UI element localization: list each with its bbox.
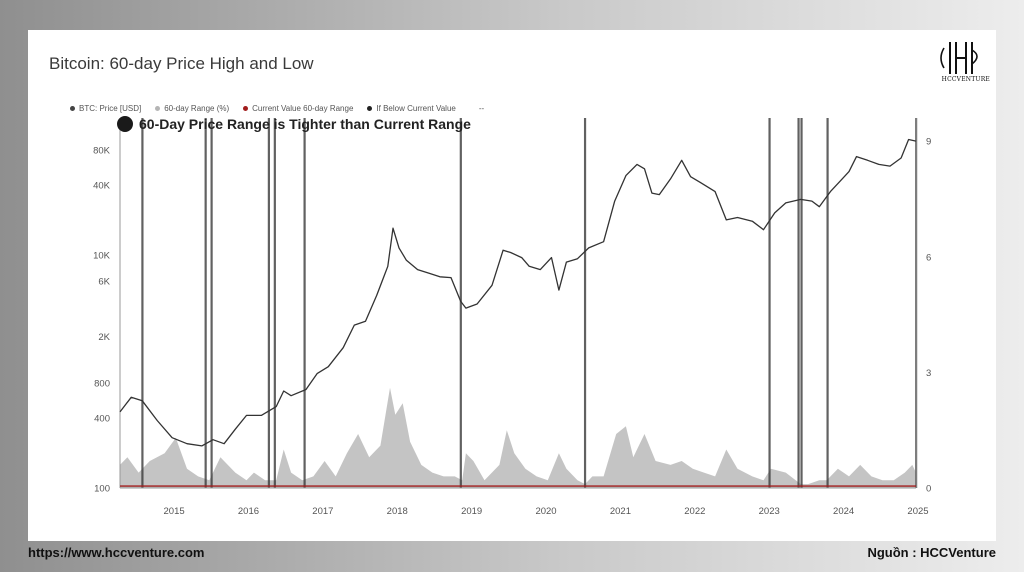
- x-tick-label: 2019: [461, 506, 482, 517]
- y-right-tick-label: 3: [926, 368, 931, 379]
- y-left-tick-label: 800: [94, 378, 110, 389]
- annotation-text: 60-Day Price Range is Tighter than Curre…: [139, 116, 471, 132]
- legend-dot-icon: [243, 106, 249, 111]
- footer-source: Nguồn : HCCVenture: [867, 545, 996, 560]
- x-tick-label: 2022: [684, 506, 705, 517]
- highlight-bar: [141, 118, 144, 488]
- y-left-tick-label: 80K: [93, 145, 111, 156]
- y-right-tick-label: 0: [926, 484, 931, 495]
- legend-label: Current Value 60-day Range: [252, 104, 354, 113]
- highlight-bar: [459, 118, 462, 488]
- logo-text: HCCVENTURE: [941, 76, 990, 83]
- y-left-tick-label: 6K: [98, 276, 110, 287]
- legend-label: BTC: Price [USD]: [79, 104, 142, 113]
- legend-dot-icon: [469, 106, 475, 111]
- y-left-tick-label: 10K: [93, 251, 111, 262]
- highlight-bar: [768, 118, 771, 488]
- x-tick-label: 2017: [312, 506, 333, 517]
- x-tick-label: 2018: [387, 506, 408, 517]
- legend-dot-icon: [155, 106, 161, 111]
- highlight-bar: [204, 118, 207, 488]
- x-tick-label: 2025: [907, 506, 928, 517]
- y-left-tick-label: 40K: [93, 180, 111, 191]
- highlight-bar: [303, 118, 306, 488]
- x-tick-label: 2015: [164, 506, 185, 517]
- y-left-tick-label: 2K: [98, 332, 110, 343]
- highlight-bar: [583, 118, 587, 488]
- highlight-bar: [800, 118, 803, 488]
- legend-item[interactable]: Current Value 60-day Range: [243, 104, 353, 113]
- x-tick-label: 2023: [759, 506, 780, 517]
- highlight-bar: [826, 118, 829, 488]
- legend-label: 60-day Range (%): [164, 104, 230, 113]
- legend-label: --: [478, 104, 485, 113]
- highlight-bar: [267, 118, 270, 488]
- chart-title: Bitcoin: 60-day Price High and Low: [49, 54, 314, 73]
- y-left-tick-label: 100: [94, 484, 110, 495]
- y-right-tick-label: 6: [926, 252, 931, 263]
- highlight-bar: [273, 118, 276, 488]
- y-right-tick-label: 9: [926, 137, 931, 148]
- hccventure-logo: [936, 40, 988, 86]
- x-tick-label: 2024: [833, 506, 854, 517]
- legend-item[interactable]: 60-day Range (%): [155, 104, 229, 113]
- x-tick-label: 2020: [535, 506, 556, 517]
- range-area: [120, 387, 916, 488]
- highlight-bar: [210, 118, 213, 488]
- x-tick-label: 2016: [238, 506, 259, 517]
- price-line: [119, 138, 917, 447]
- legend-item[interactable]: If Below Current Value: [367, 104, 456, 113]
- y-left-tick-label: 400: [94, 413, 110, 424]
- chart-legend: BTC: Price [USD] 60-day Range (%) Current …: [70, 104, 484, 113]
- annotation-dot-icon: [117, 116, 133, 132]
- legend-item[interactable]: --: [469, 104, 485, 113]
- legend-dot-icon: [70, 106, 75, 111]
- x-tick-label: 2021: [610, 506, 631, 517]
- legend-item[interactable]: BTC: Price [USD]: [70, 104, 141, 113]
- chart-annotation: 60-Day Price Range is Tighter than Curre…: [117, 116, 471, 132]
- footer-url[interactable]: https://www.hccventure.com: [28, 545, 205, 560]
- highlight-bar: [797, 118, 800, 488]
- legend-label: If Below Current Value: [376, 104, 456, 113]
- legend-dot-icon: [367, 106, 373, 111]
